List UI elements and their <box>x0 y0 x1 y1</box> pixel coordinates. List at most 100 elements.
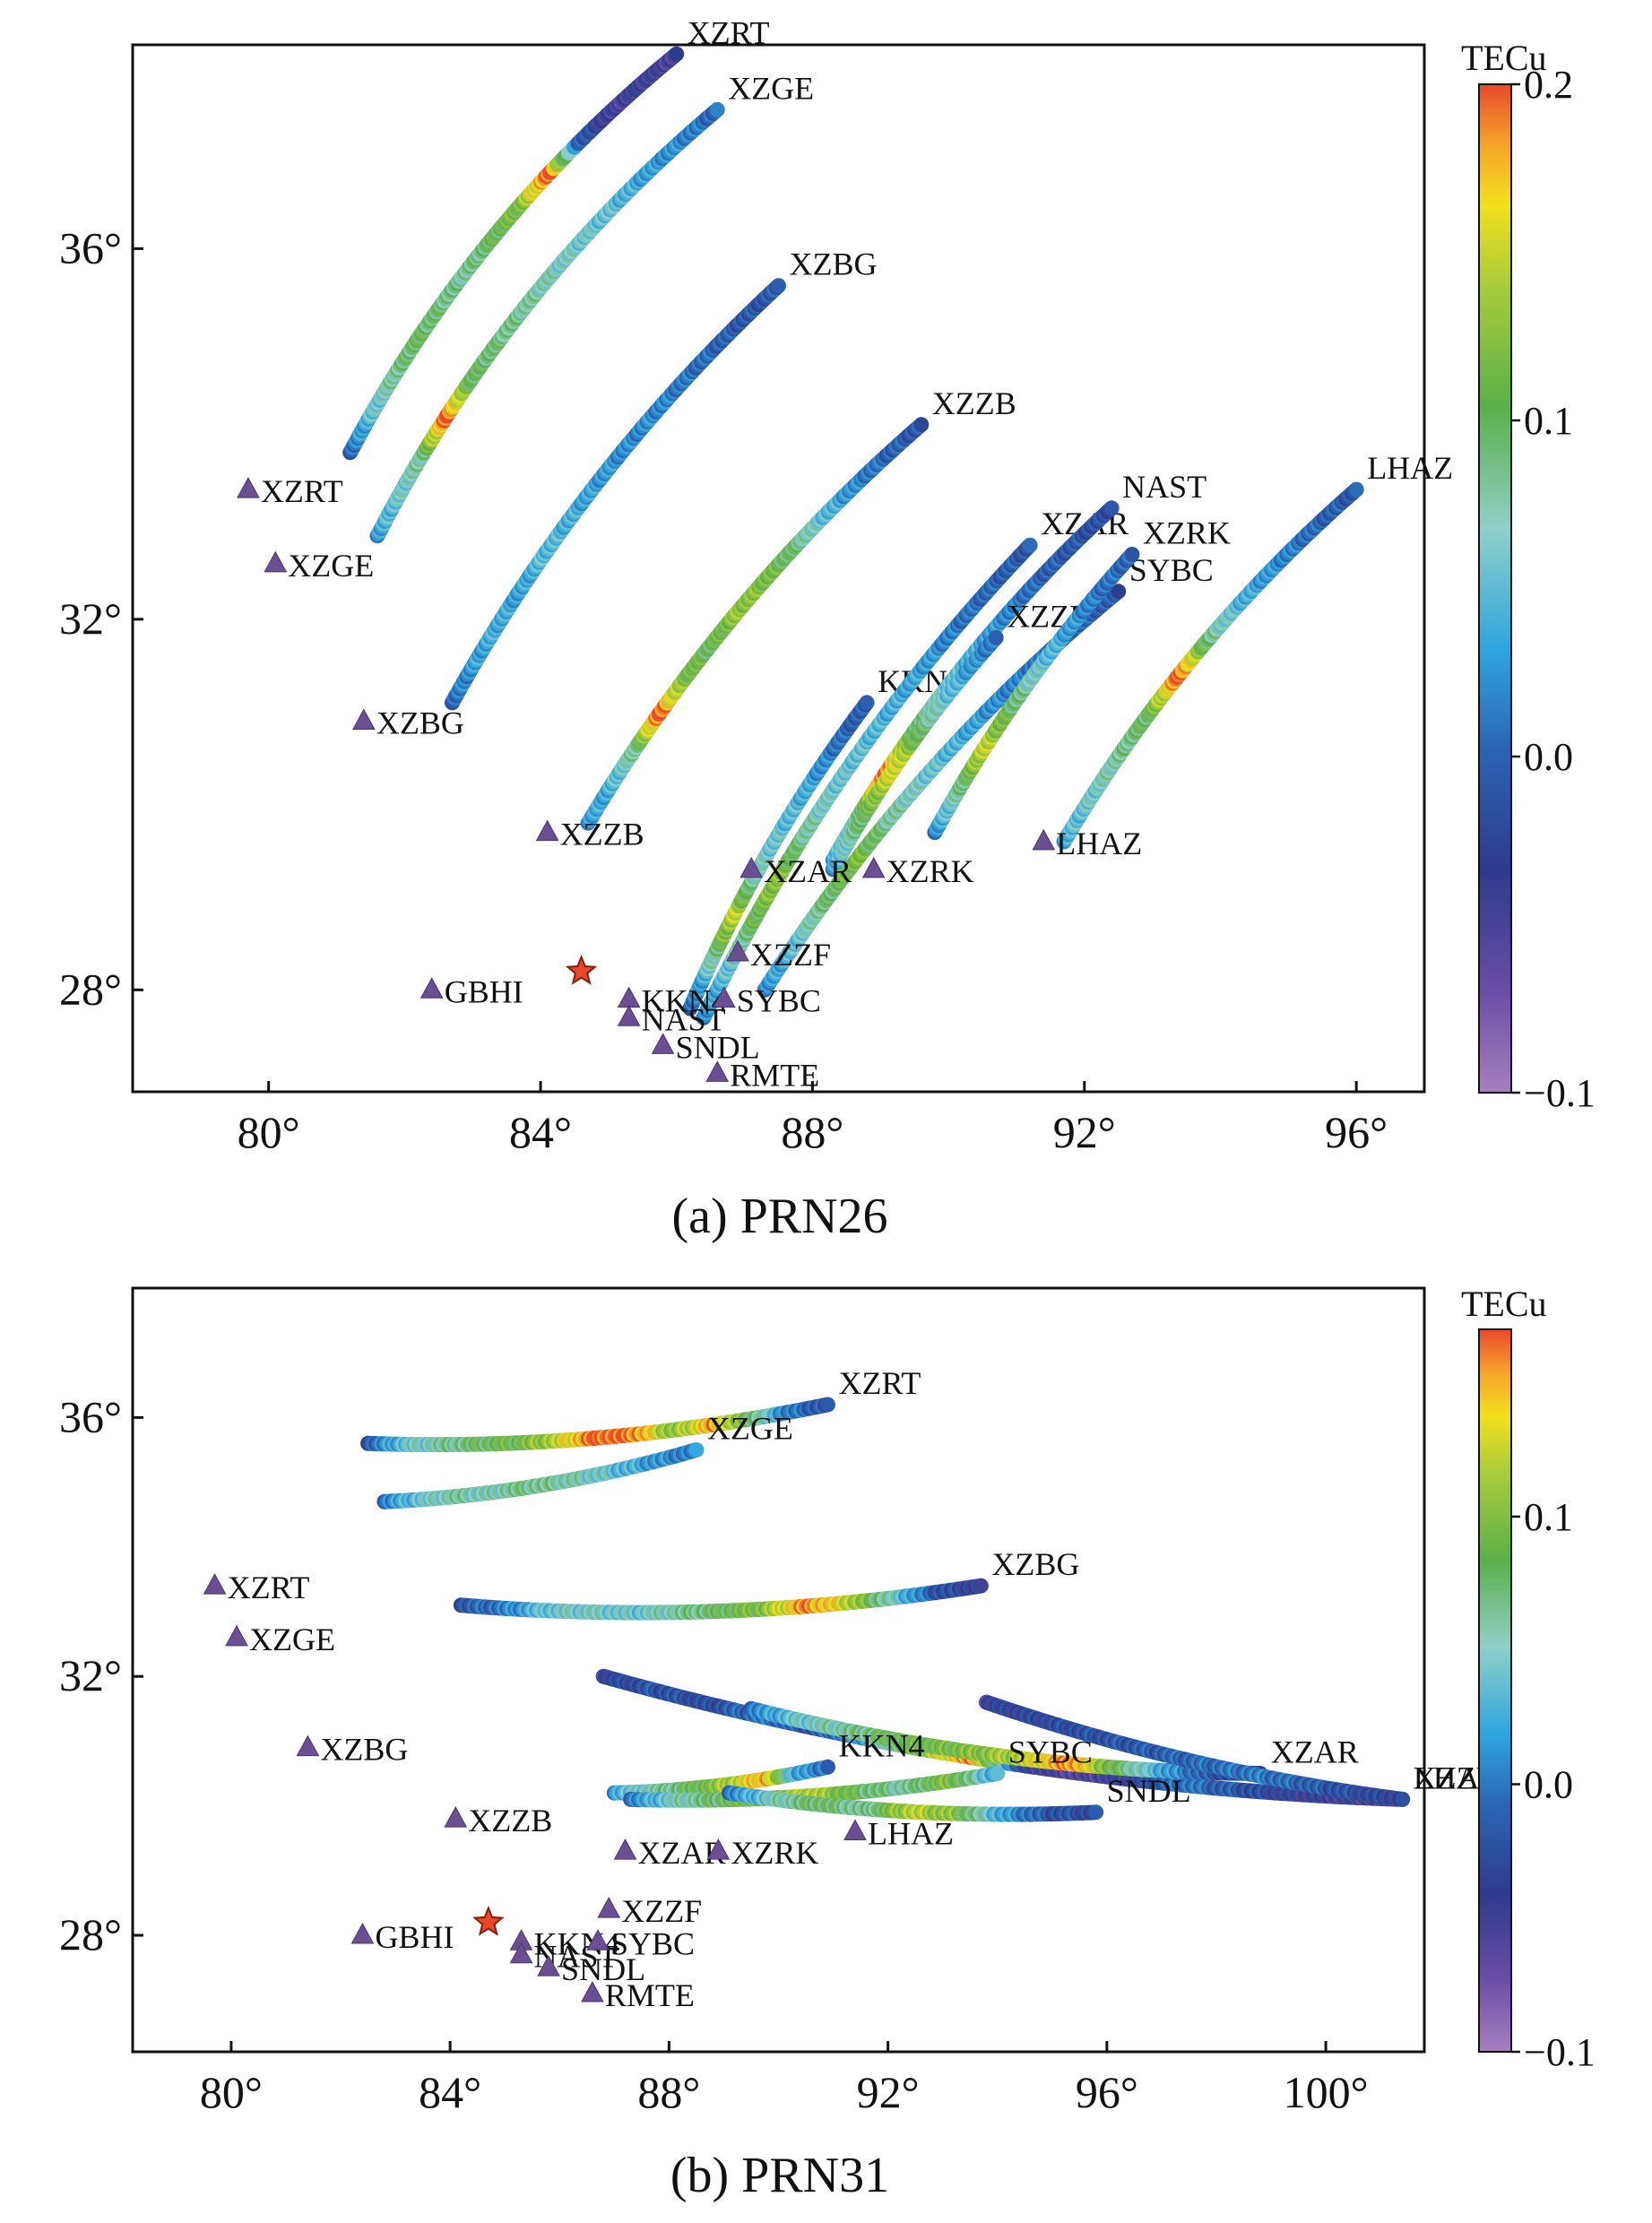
track-point <box>1111 584 1127 600</box>
station-label: XZZF <box>621 1893 702 1929</box>
track-xzbg: XZBG <box>453 1546 1079 1621</box>
station-label: XZGE <box>288 548 374 584</box>
station-marker <box>225 1624 248 1647</box>
colorbar-tick-label: −0.1 <box>1524 1071 1596 1115</box>
track-point <box>669 46 685 62</box>
station-label: SYBC <box>737 983 821 1019</box>
station-marker <box>444 1806 468 1828</box>
track-point <box>771 278 786 294</box>
station-label: XZRK <box>887 853 974 889</box>
track-point <box>990 1766 1006 1781</box>
station-label: XZBG <box>376 705 464 741</box>
station-marker <box>237 477 260 498</box>
station-label: XZRK <box>731 1835 818 1871</box>
station-label: XZGE <box>249 1622 335 1657</box>
track-point <box>1395 1791 1411 1807</box>
track-point <box>1348 481 1364 497</box>
track-label: XZRT <box>839 1365 921 1401</box>
y-tick-label: 36° <box>59 1391 122 1441</box>
track-point <box>1103 500 1120 516</box>
panel-prn31: 80° 84° 88° 92° 96° 100° 28° 32° 36° XZRT XZGE XZB… <box>59 1284 1596 2203</box>
caption-a: (a) PRN26 <box>671 1189 887 1244</box>
colorbar-unit-b: TECu <box>1461 1284 1547 1324</box>
x-tick-label: 80° <box>238 1107 300 1157</box>
track-label: XZBG <box>790 247 878 282</box>
colorbar-a <box>1478 83 1512 1094</box>
track-point <box>688 1442 705 1457</box>
track-label: XZRT <box>688 14 770 50</box>
station-marker <box>651 1033 675 1054</box>
station-label: SNDL <box>561 1951 645 1987</box>
track-kkn4: KKN4 <box>606 1727 925 1801</box>
track-point <box>820 1759 835 1775</box>
colorbar-tick-label: 0.1 <box>1524 399 1573 443</box>
plot-frame-b <box>131 1286 1426 2054</box>
track-sndl: SNDL <box>722 1773 1191 1822</box>
station-label: XZBG <box>320 1732 408 1768</box>
station-marker <box>706 1838 731 1860</box>
station-marker <box>861 856 886 878</box>
epicenter-star <box>565 954 598 985</box>
station-label: SNDL <box>676 1029 760 1065</box>
station-marker <box>586 1929 610 1951</box>
track-point <box>913 417 930 433</box>
track-point <box>988 630 1004 645</box>
station-label: XZZB <box>560 817 644 852</box>
x-tick-label: 80° <box>200 2067 263 2117</box>
track-point <box>859 695 875 711</box>
track-point <box>973 1578 989 1594</box>
station-marker <box>705 1060 730 1082</box>
colorbar-tick-label: 0.0 <box>1524 1762 1573 1806</box>
station-label: GBHI <box>445 973 523 1009</box>
track-label: NAST <box>1122 469 1207 505</box>
station-marker <box>535 819 559 842</box>
station-marker <box>617 1005 641 1026</box>
station-label: XZRT <box>261 473 343 509</box>
track-point <box>1124 547 1140 562</box>
epicenter-a <box>565 954 598 985</box>
station-marker <box>537 1955 560 1976</box>
station-marker <box>419 977 444 999</box>
epicenter-star <box>472 1905 505 1936</box>
track-label: XZRK <box>1143 515 1231 551</box>
station-marker <box>843 1819 867 1841</box>
track-label: XZGE <box>707 1411 793 1447</box>
station-label: GBHI <box>375 1919 454 1955</box>
track-label: SNDL <box>1107 1773 1191 1809</box>
track-label: XZAR <box>1271 1734 1359 1770</box>
track-sybc: SYBC <box>623 1734 1093 1808</box>
station-label: XZZF <box>750 937 831 973</box>
y-tick-label: 28° <box>59 1909 122 1959</box>
station-label: XZAR <box>764 853 852 889</box>
track-lhaz: LHAZ <box>1056 450 1453 850</box>
x-tick-label: 84° <box>419 2067 481 2117</box>
caption-b: (b) PRN31 <box>670 2148 889 2203</box>
station-marker <box>509 1942 533 1964</box>
track-xzbg: XZBG <box>445 247 878 711</box>
track-point <box>1088 1804 1104 1821</box>
x-tick-label: 88° <box>781 1107 843 1157</box>
station-marker <box>264 550 288 573</box>
epicenter-b <box>472 1905 505 1936</box>
colorbar-unit-a: TECu <box>1461 38 1547 78</box>
x-tick-label: 92° <box>1053 1107 1116 1157</box>
colorbar-tick-label: 0.1 <box>1524 1495 1573 1539</box>
colorbar-ticks-a: −0.1 0.0 0.1 0.2 <box>1511 63 1596 1115</box>
station-label: LHAZ <box>868 1816 954 1852</box>
x-tick-label: 92° <box>857 2067 920 2117</box>
y-tick-label: 32° <box>59 593 122 644</box>
track-point <box>709 101 725 117</box>
station-marker <box>203 1573 227 1595</box>
y-tick-label: 36° <box>59 222 122 272</box>
track-point <box>1022 537 1038 553</box>
x-tick-label: 96° <box>1325 1107 1388 1157</box>
colorbar-tick-label: 0.0 <box>1524 735 1573 779</box>
track-xzrt: XZRT <box>360 1365 921 1453</box>
track-xzge: XZGE <box>376 1411 793 1509</box>
station-marker <box>597 1897 621 1918</box>
station-label: RMTE <box>605 1977 695 2013</box>
y-tick-label: 28° <box>59 964 122 1014</box>
